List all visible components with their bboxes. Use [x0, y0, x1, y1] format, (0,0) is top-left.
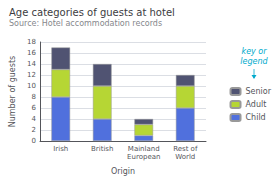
svg-text:Adult: Adult [246, 100, 267, 109]
svg-text:Irish: Irish [53, 145, 68, 153]
svg-text:legend: legend [240, 57, 268, 66]
svg-text:Origin: Origin [111, 167, 135, 176]
svg-text:8: 8 [32, 93, 36, 101]
svg-text:12: 12 [27, 71, 36, 79]
svg-text:Child: Child [246, 113, 266, 122]
svg-text:14: 14 [27, 60, 36, 68]
svg-text:16: 16 [27, 49, 36, 57]
svg-text:18: 18 [27, 38, 36, 46]
svg-text:British: British [91, 145, 113, 153]
svg-text:4: 4 [32, 115, 37, 123]
svg-text:Rest of: Rest of [173, 145, 198, 153]
svg-text:key or: key or [241, 47, 267, 56]
svg-text:Mainland: Mainland [128, 145, 160, 153]
svg-text:6: 6 [32, 104, 37, 112]
svg-text:0: 0 [32, 137, 36, 145]
svg-text:Number of guests: Number of guests [8, 56, 17, 127]
svg-text:2: 2 [32, 126, 36, 134]
svg-text:Source: Hotel accommodation re: Source: Hotel accommodation records [9, 19, 162, 28]
svg-text:European: European [127, 153, 160, 161]
svg-text:World: World [175, 153, 195, 161]
svg-text:Senior: Senior [246, 87, 272, 96]
svg-text:10: 10 [27, 82, 36, 90]
svg-text:Age categories of guests at ho: Age categories of guests at hotel [9, 7, 175, 18]
